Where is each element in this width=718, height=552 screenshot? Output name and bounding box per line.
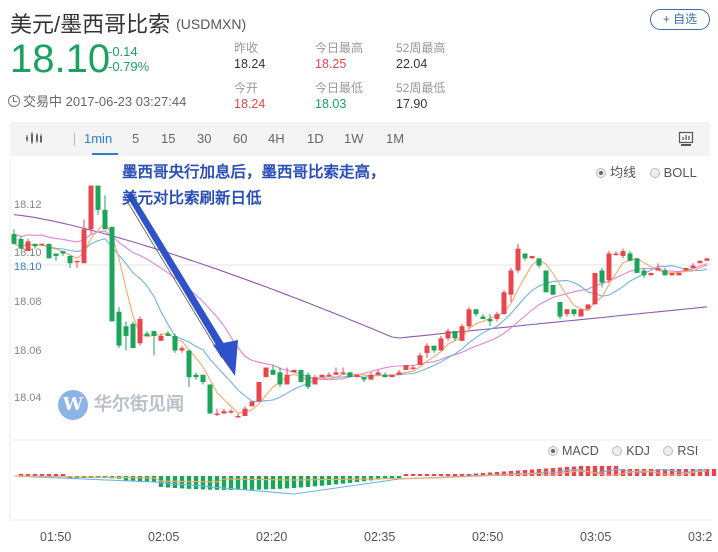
stat-value: 17.90: [396, 97, 428, 111]
period-tab-1m[interactable]: 1M: [386, 131, 405, 146]
radio-kdj[interactable]: [612, 446, 623, 456]
stat-item: 52周最高 22.04: [396, 40, 445, 72]
clock-icon: [8, 95, 20, 107]
main-indicator-selector: 均线 BOLL: [596, 162, 707, 181]
stat-item: 52周最低 17.90: [396, 80, 445, 112]
y-tick-18-06: 18.06: [14, 345, 42, 357]
status-text: 交易中 2017-06-23 03:27:44: [23, 94, 187, 109]
period-tab-60[interactable]: 60: [233, 131, 248, 146]
radio-ma[interactable]: [596, 168, 606, 178]
y-tick-18-12: 18.12: [14, 199, 42, 211]
change-value: -0.14: [108, 44, 138, 59]
stat-label: 52周最高: [396, 41, 446, 55]
watermark: W 华尔街见闻: [58, 390, 184, 420]
watermark-text: 华尔街见闻: [94, 394, 184, 415]
trading-status: 交易中 2017-06-23 03:27:44: [8, 91, 186, 110]
indicator-ma-label[interactable]: 均线: [610, 165, 637, 180]
chart-screen-icon[interactable]: [678, 131, 694, 150]
x-tick: 02:05: [148, 530, 180, 544]
watermark-logo-icon: W: [58, 390, 88, 420]
stat-label: 52周最低: [396, 81, 446, 95]
indicator-macd-label[interactable]: MACD: [562, 444, 599, 458]
y-tick-18-04: 18.04: [14, 392, 42, 404]
instrument-name: 美元/墨西哥比索: [10, 12, 171, 37]
x-tick: 03:2: [688, 530, 713, 544]
radio-boll[interactable]: [649, 168, 660, 178]
period-tab-30[interactable]: 30: [197, 131, 212, 146]
period-tab-5[interactable]: 5: [132, 131, 140, 146]
indicator-kdj-label[interactable]: KDJ: [626, 444, 650, 458]
stat-item: 昨收 18.24: [234, 40, 265, 72]
x-tick: 02:35: [364, 530, 396, 544]
x-tick: 01:50: [40, 530, 72, 544]
indicator-rsi-label[interactable]: RSI: [677, 444, 699, 458]
x-tick: 02:50: [472, 530, 504, 544]
stat-value: 22.04: [396, 57, 428, 71]
chart-toolbar: 1min 5 15 30 60 4H 1D 1W 1M: [10, 122, 710, 156]
stat-value: 18.24: [234, 57, 266, 71]
annotation-line-1: 墨西哥央行加息后，墨西哥比索走高，: [122, 164, 386, 181]
stat-value: 18.03: [315, 97, 347, 111]
y-tick-18-10: 18.10: [14, 247, 42, 259]
stat-value: 18.24: [234, 97, 266, 111]
annotation-line-2: 美元对比索刷新日低: [122, 190, 262, 207]
instrument-code: (USDMXN): [176, 16, 247, 32]
indicator-boll-label[interactable]: BOLL: [663, 165, 697, 180]
active-period-indicator: [92, 153, 118, 155]
y-tick-18-08: 18.08: [14, 296, 42, 308]
price-change: -0.14 -0.79%: [108, 44, 149, 74]
stat-label: 今开: [234, 81, 259, 95]
stat-label: 今日最高: [315, 41, 364, 55]
stat-item: 今日最高 18.25: [315, 40, 363, 72]
candlestick-icon[interactable]: [24, 130, 44, 149]
period-tab-4h[interactable]: 4H: [268, 131, 285, 146]
period-tab-1w[interactable]: 1W: [344, 131, 364, 146]
stat-item: 今开 18.24: [234, 80, 265, 112]
stat-item: 今日最低 18.03: [315, 80, 363, 112]
stat-label: 昨收: [234, 41, 259, 55]
instrument-title: 美元/墨西哥比索 (USDMXN): [10, 7, 246, 39]
current-price-label: 18.10: [14, 261, 42, 273]
period-tab-1min[interactable]: 1min: [84, 131, 113, 146]
radio-rsi[interactable]: [663, 446, 674, 456]
radio-macd[interactable]: [548, 446, 558, 456]
news-annotation: 墨西哥央行加息后，墨西哥比索走高， 美元对比索刷新日低: [122, 160, 386, 212]
change-percent: -0.79%: [108, 59, 150, 74]
current-price: 18.10: [10, 37, 111, 81]
add-to-watchlist-button[interactable]: + 自选: [650, 9, 710, 30]
sub-indicator-selector: MACD KDJ RSI: [548, 444, 708, 458]
period-tab-1d[interactable]: 1D: [307, 131, 324, 146]
toolbar-separator: [74, 133, 75, 146]
x-tick: 02:20: [256, 530, 288, 544]
period-tab-15[interactable]: 15: [161, 131, 176, 146]
x-tick: 03:05: [580, 530, 612, 544]
stat-value: 18.25: [315, 57, 347, 71]
stat-label: 今日最低: [315, 81, 364, 95]
